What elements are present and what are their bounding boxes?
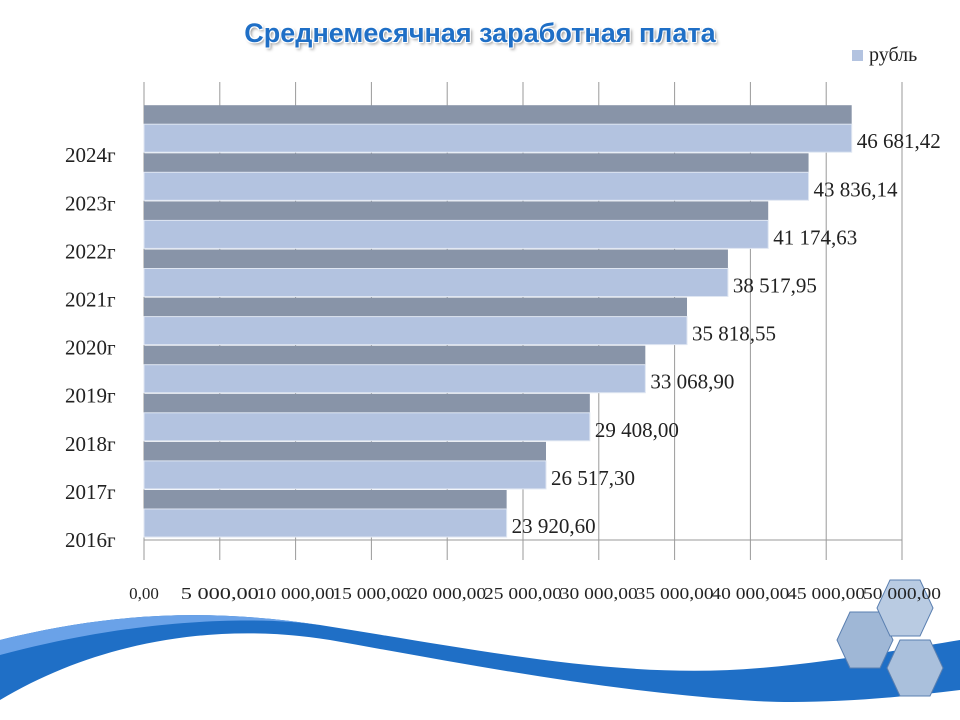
bar-top [144,393,590,413]
data-label: 43 836,14 [814,177,899,201]
bar-top [144,490,507,509]
x-tick-label: 40 000,00 [711,584,789,603]
bar [143,123,853,153]
bar [143,316,688,346]
y-tick-label: 2017г [65,480,116,504]
data-label: 41 174,63 [773,225,857,249]
bar [143,268,729,297]
y-tick-label: 2021г [65,288,116,312]
bar [143,219,769,249]
bar-top [144,441,547,461]
x-tick-label: 10 000,00 [257,584,335,603]
legend-swatch [852,50,863,61]
y-tick-label: 2023г [65,191,116,215]
x-tick-label: 35 000,00 [636,584,714,603]
bar-top [144,249,728,269]
bar [143,508,508,538]
data-label: 33 068,90 [650,370,734,394]
bar [143,364,646,394]
bar [143,171,810,201]
bar-top [144,153,809,173]
y-tick-label: 2016г [65,528,116,552]
data-label: 38 517,95 [733,274,817,298]
data-label: 29 408,00 [595,418,679,442]
bar-top [144,297,688,317]
bar-top [144,105,852,125]
bar-top [144,201,769,221]
x-tick-label: 15 000,00 [332,584,410,603]
y-tick-label: 2024г [65,143,116,167]
x-tick-label: 25 000,00 [484,584,562,603]
bar [143,412,591,442]
chart-title: Среднемесячная заработная плата [244,18,716,48]
decorative-wave [0,579,960,702]
x-tick-label: 30 000,00 [560,584,638,603]
y-tick-label: 2019г [65,384,116,408]
x-tick-label: 20 000,00 [408,584,486,603]
data-label: 46 681,42 [857,129,941,153]
y-tick-label: 2018г [65,432,116,456]
y-tick-label: 2022г [65,239,116,263]
data-label: 26 517,30 [551,466,635,490]
legend: рубль [852,44,917,67]
x-tick-label: 50 000,00 [863,584,941,603]
bar-top [144,345,646,365]
y-tick-label: 2020г [65,336,116,360]
legend-label: рубль [869,44,918,66]
x-tick-label: 45 000,00 [787,584,865,603]
x-tick-label: 0,00 [129,584,159,603]
data-label: 23 920,60 [512,514,596,538]
bar [143,460,547,490]
x-tick-label: 5 000,00 [181,584,259,603]
data-label: 35 818,55 [692,322,776,346]
